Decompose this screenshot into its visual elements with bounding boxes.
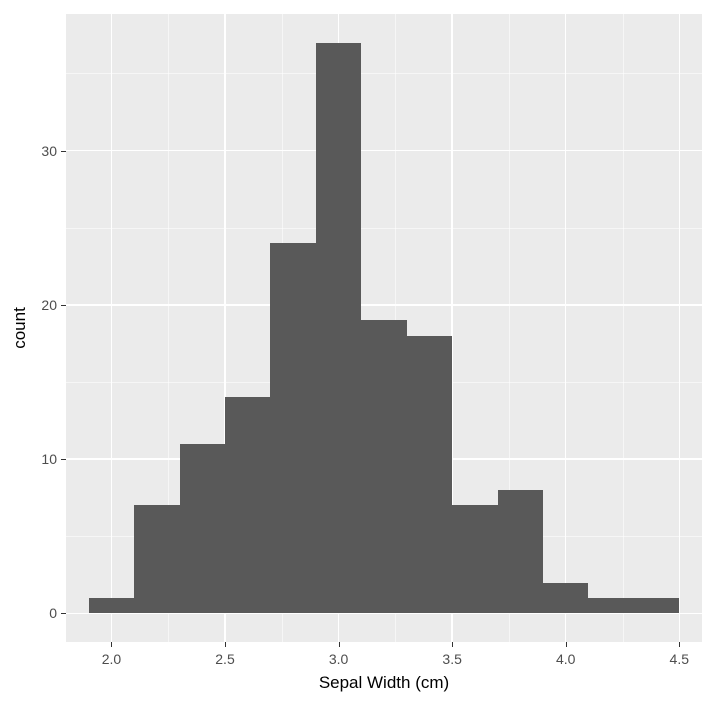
x-tick-label: 4.0 xyxy=(556,651,575,667)
grid-major-h xyxy=(66,150,702,152)
x-tick-label: 4.5 xyxy=(670,651,689,667)
grid-major-v xyxy=(679,14,681,642)
histogram-bar xyxy=(543,583,588,614)
histogram-bar xyxy=(270,243,315,613)
x-tick-label: 2.5 xyxy=(215,651,234,667)
y-tick-label: 20 xyxy=(41,297,57,313)
histogram-bar xyxy=(134,505,179,613)
x-tick-mark xyxy=(339,642,340,647)
y-tick-mark xyxy=(61,613,66,614)
grid-major-h xyxy=(66,304,702,306)
histogram-bar xyxy=(225,397,270,613)
y-tick-label: 0 xyxy=(49,605,57,621)
y-tick-mark xyxy=(61,151,66,152)
y-axis-title: count xyxy=(10,307,30,349)
histogram-bar xyxy=(588,598,633,613)
histogram-figure: count Sepal Width (cm) 2.0 2.5 3.0 3.5 4.0 4.… xyxy=(0,0,720,720)
x-tick-mark xyxy=(225,642,226,647)
histogram-bar xyxy=(407,336,452,614)
histogram-bar xyxy=(634,598,679,613)
y-tick-mark xyxy=(61,459,66,460)
x-tick-mark xyxy=(566,642,567,647)
plot-panel xyxy=(66,14,702,642)
histogram-bar xyxy=(180,444,225,614)
grid-minor-h xyxy=(66,228,702,229)
grid-major-v xyxy=(565,14,567,642)
histogram-bar xyxy=(89,598,134,613)
grid-major-v xyxy=(111,14,113,642)
histogram-bar xyxy=(316,43,361,614)
y-tick-label: 30 xyxy=(41,143,57,159)
grid-minor-h xyxy=(66,73,702,74)
x-tick-mark xyxy=(679,642,680,647)
grid-minor-v xyxy=(623,14,624,642)
x-tick-mark xyxy=(111,642,112,647)
x-tick-mark xyxy=(452,642,453,647)
histogram-bar xyxy=(498,490,543,613)
y-tick-mark xyxy=(61,305,66,306)
x-tick-label: 2.0 xyxy=(102,651,121,667)
histogram-bar xyxy=(361,320,406,613)
histogram-bar xyxy=(452,505,497,613)
x-tick-label: 3.0 xyxy=(329,651,348,667)
x-axis-title: Sepal Width (cm) xyxy=(319,673,449,693)
x-tick-label: 3.5 xyxy=(442,651,461,667)
y-tick-label: 10 xyxy=(41,451,57,467)
